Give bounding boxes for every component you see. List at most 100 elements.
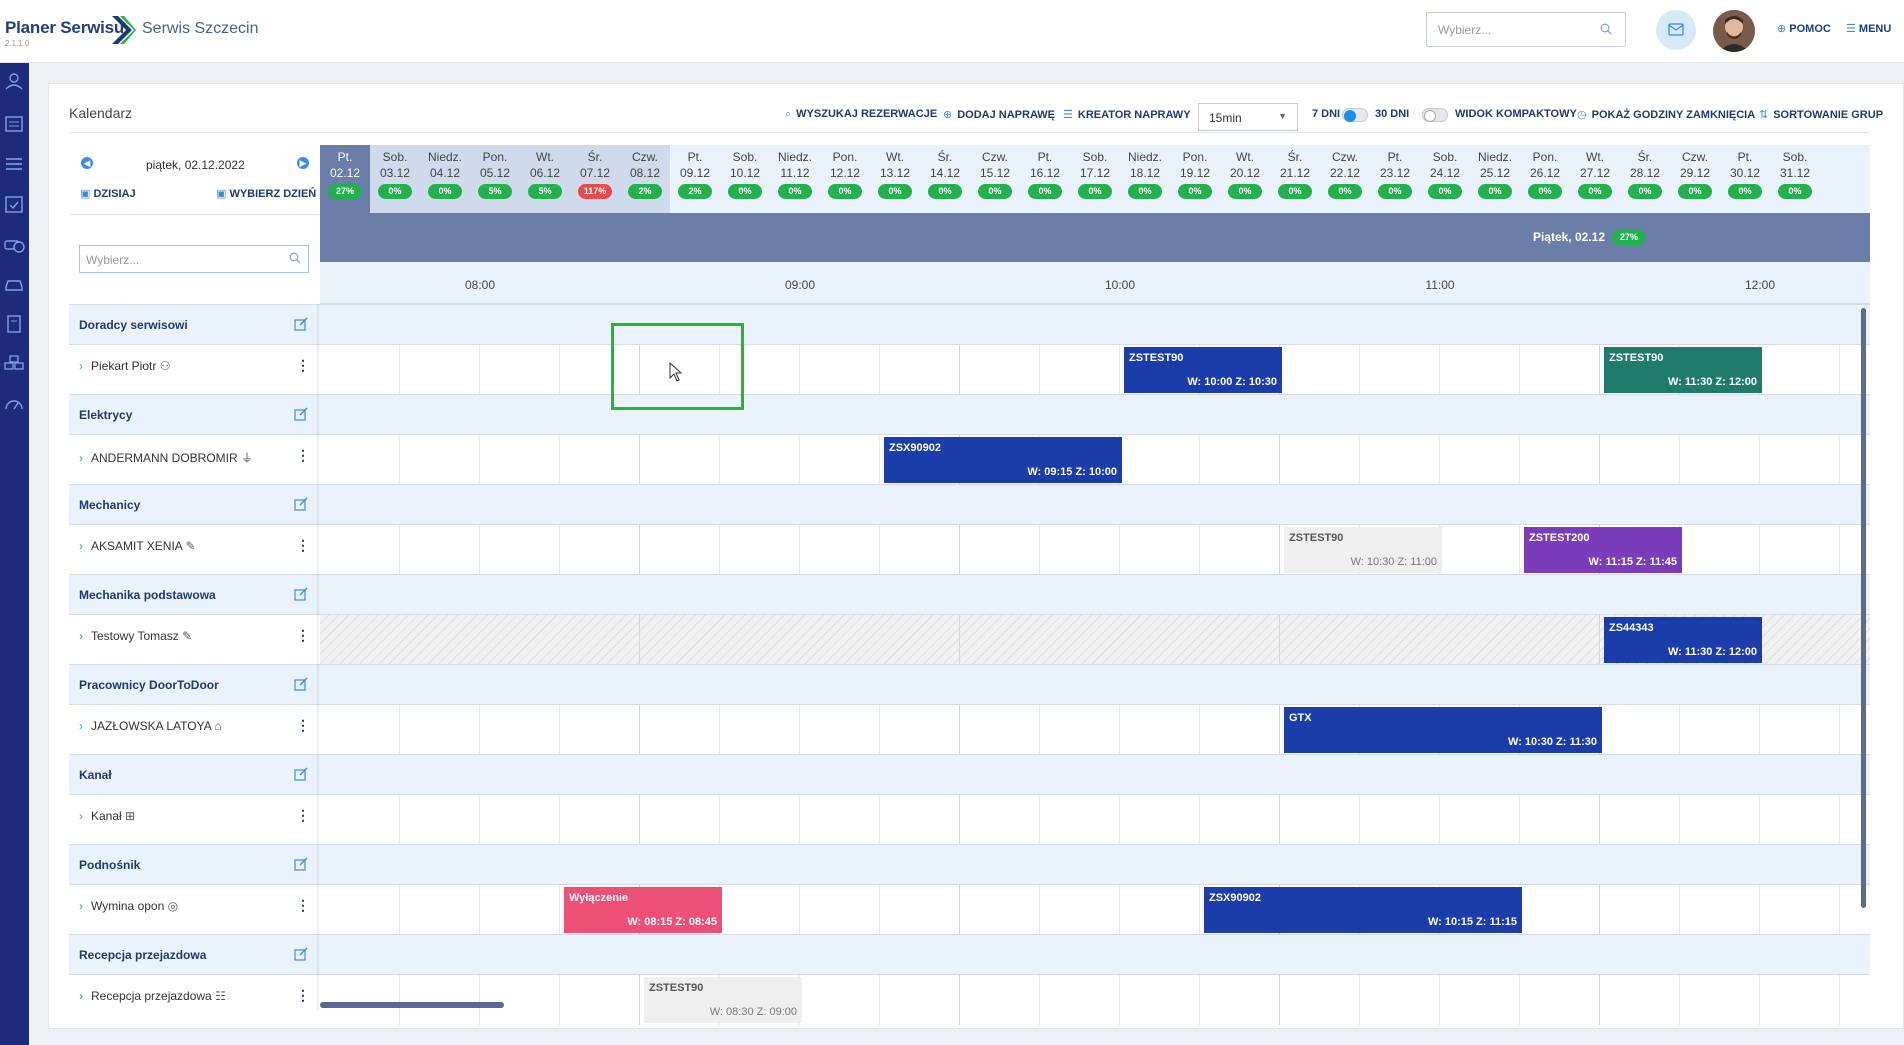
chevron-right-icon[interactable]: › — [79, 809, 83, 823]
resource-name[interactable]: › Recepcja przejazdowa ☷ — [79, 989, 226, 1003]
gauge-icon[interactable] — [3, 393, 25, 415]
fleet-icon[interactable] — [3, 353, 25, 375]
edit-icon[interactable] — [294, 587, 308, 601]
repair-event[interactable]: ZSTEST90 W: 08:30 Z: 09:00 — [644, 977, 802, 1023]
resource-name[interactable]: › JAZŁOWSKA LATOYA ⌂ — [79, 719, 222, 733]
resource-timeline[interactable]: ZSTEST90 W: 10:00 Z: 10:30 ZSTEST90 W: 11:3… — [320, 345, 1870, 395]
edit-icon[interactable] — [294, 317, 308, 331]
day-cell[interactable]: Śr. 21.12 0% — [1270, 145, 1320, 213]
prev-day-icon[interactable]: ◀ — [81, 157, 93, 169]
avatar[interactable] — [1713, 10, 1755, 52]
day-cell[interactable]: Sob. 17.12 0% — [1070, 145, 1120, 213]
help-button[interactable]: ⊕ POMOC — [1777, 22, 1831, 35]
day-cell[interactable]: Sob. 24.12 0% — [1420, 145, 1470, 213]
day-cell[interactable]: Czw. 22.12 0% — [1320, 145, 1370, 213]
list-icon[interactable] — [3, 113, 25, 135]
day-cell[interactable]: Pt. 09.12 2% — [670, 145, 720, 213]
day-cell[interactable]: Czw. 29.12 0% — [1670, 145, 1720, 213]
day-cell[interactable]: Pon. 19.12 0% — [1170, 145, 1220, 213]
day-cell[interactable]: Pon. 05.12 5% — [470, 145, 520, 213]
horizontal-scrollbar[interactable] — [320, 1002, 504, 1008]
day-cell[interactable]: Śr. 14.12 0% — [920, 145, 970, 213]
top-search-input[interactable]: Wybierz... — [1426, 12, 1626, 47]
day-cell[interactable]: Wt. 27.12 0% — [1570, 145, 1620, 213]
repair-event[interactable]: ZSX90902 W: 10:15 Z: 11:15 — [1204, 887, 1522, 933]
edit-icon[interactable] — [294, 767, 308, 781]
chevron-right-icon[interactable]: › — [79, 539, 83, 553]
dashboard-icon[interactable] — [3, 71, 25, 93]
day-cell[interactable]: Pt. 23.12 0% — [1370, 145, 1420, 213]
day-cell[interactable]: Niedz. 04.12 0% — [420, 145, 470, 213]
day-cell[interactable]: Sob. 31.12 0% — [1770, 145, 1820, 213]
resource-timeline[interactable]: Wyłączenie W: 08:15 Z: 08:45 ZSX90902 W: 10… — [320, 885, 1870, 935]
resource-timeline[interactable]: ZSX90902 W: 09:15 Z: 10:00 — [320, 435, 1870, 485]
day-cell[interactable]: Wt. 06.12 5% — [520, 145, 570, 213]
repair-event[interactable]: GTX W: 10:30 Z: 11:30 — [1284, 707, 1602, 753]
messages-button[interactable] — [1656, 10, 1696, 50]
menu-list-icon[interactable] — [3, 153, 25, 175]
day-cell[interactable]: Śr. 28.12 0% — [1620, 145, 1670, 213]
repair-wizard-button[interactable]: ☰ KREATOR NAPRAWY — [1063, 108, 1191, 121]
day-cell[interactable]: Sob. 03.12 0% — [370, 145, 420, 213]
day-cell[interactable]: Pt. 16.12 0% — [1020, 145, 1070, 213]
resource-name[interactable]: › Piekart Piotr ⚇ — [79, 359, 170, 373]
compact-view-label[interactable]: WIDOK KOMPAKTOWY — [1455, 108, 1577, 120]
calendar-check-icon[interactable] — [3, 193, 25, 215]
day-cell[interactable]: Czw. 08.12 2% — [620, 145, 670, 213]
day-cell[interactable]: Pon. 12.12 0% — [820, 145, 870, 213]
document-icon[interactable] — [3, 313, 25, 335]
day-cell[interactable]: Wt. 20.12 0% — [1220, 145, 1270, 213]
chevron-right-icon[interactable]: › — [79, 719, 83, 733]
days7-label[interactable]: 7 DNI — [1312, 108, 1341, 120]
day-cell[interactable]: Śr. 07.12 117% — [570, 145, 620, 213]
resource-name[interactable]: › ANDERMANN DOBROMIR ⏚ — [79, 449, 253, 466]
today-button[interactable]: ▣ DZISIAJ — [80, 187, 136, 200]
edit-icon[interactable] — [294, 857, 308, 871]
day-cell[interactable]: Niedz. 25.12 0% — [1470, 145, 1520, 213]
search-reservations-button[interactable]: ⌕ WYSZUKAJ REZERWACJE — [785, 108, 937, 121]
edit-icon[interactable] — [294, 947, 308, 961]
car-clock-icon[interactable] — [3, 233, 25, 255]
day-cell[interactable]: Niedz. 18.12 0% — [1120, 145, 1170, 213]
more-options-icon[interactable]: ⋮ — [296, 447, 310, 463]
resource-name[interactable]: › Testowy Tomasz ✎ — [79, 629, 192, 643]
closing-hours-button[interactable]: ◷ POKAŻ GODZINY ZAMKNIĘCIA — [1577, 108, 1755, 121]
more-options-icon[interactable]: ⋮ — [296, 897, 310, 913]
repair-event[interactable]: ZSTEST90 W: 11:30 Z: 12:00 — [1604, 347, 1762, 393]
repair-event[interactable]: ZSTEST200 W: 11:15 Z: 11:45 — [1524, 527, 1682, 573]
chevron-right-icon[interactable]: › — [79, 629, 83, 643]
more-options-icon[interactable]: ⋮ — [296, 537, 310, 553]
car-icon[interactable] — [3, 273, 25, 295]
resource-timeline[interactable]: ZSTEST90 W: 08:30 Z: 09:00 — [320, 975, 1870, 1025]
next-day-icon[interactable]: ▶ — [297, 157, 309, 169]
day-cell[interactable]: Pon. 26.12 0% — [1520, 145, 1570, 213]
day-cell[interactable]: Pt. 02.12 27% — [320, 145, 370, 213]
chevron-right-icon[interactable]: › — [79, 899, 83, 913]
resource-name[interactable]: › AKSAMIT XENIA ✎ — [79, 539, 196, 553]
edit-icon[interactable] — [294, 497, 308, 511]
repair-event[interactable]: Wyłączenie W: 08:15 Z: 08:45 — [564, 887, 722, 933]
edit-icon[interactable] — [294, 407, 308, 421]
resource-timeline[interactable]: ZSTEST90 W: 10:30 Z: 11:00 ZSTEST200 W: 11:… — [320, 525, 1870, 575]
more-options-icon[interactable]: ⋮ — [296, 987, 310, 1003]
menu-button[interactable]: ☰ MENU — [1846, 22, 1891, 35]
edit-icon[interactable] — [294, 677, 308, 691]
days30-label[interactable]: 30 DNI — [1375, 108, 1410, 120]
sort-groups-button[interactable]: ⇅ SORTOWANIE GRUP — [1759, 108, 1883, 121]
add-repair-button[interactable]: ⊕ DODAJ NAPRAWĘ — [943, 108, 1055, 121]
compact-view-toggle[interactable] — [1422, 108, 1448, 122]
more-options-icon[interactable]: ⋮ — [296, 807, 310, 823]
more-options-icon[interactable]: ⋮ — [296, 717, 310, 733]
repair-event[interactable]: ZSTEST90 W: 10:00 Z: 10:30 — [1124, 347, 1282, 393]
resource-timeline[interactable]: GTX W: 10:30 Z: 11:30 — [320, 705, 1870, 755]
repair-event[interactable]: ZSTEST90 W: 10:30 Z: 11:00 — [1284, 527, 1442, 573]
resource-name[interactable]: › Kanał ⊞ — [79, 809, 135, 823]
resource-timeline[interactable] — [320, 795, 1870, 845]
repair-event[interactable]: ZS44343 W: 11:30 Z: 12:00 — [1604, 617, 1762, 663]
resource-name[interactable]: › Wymina opon ◎ — [79, 899, 178, 913]
days-range-toggle[interactable] — [1342, 108, 1368, 122]
chevron-right-icon[interactable]: › — [79, 359, 83, 373]
chevron-right-icon[interactable]: › — [79, 451, 83, 465]
more-options-icon[interactable]: ⋮ — [296, 627, 310, 643]
chevron-right-icon[interactable]: › — [79, 989, 83, 1003]
